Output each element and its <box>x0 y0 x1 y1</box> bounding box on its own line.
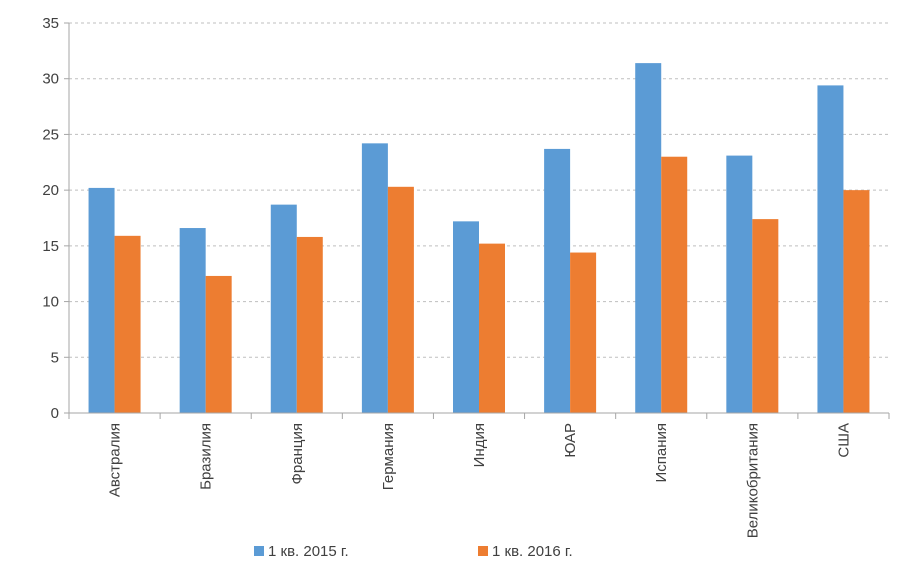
bar-2015 <box>453 221 479 413</box>
bar-2016 <box>570 252 597 413</box>
legend-label-2015: 1 кв. 2015 г. <box>268 543 349 560</box>
bars <box>88 63 870 414</box>
legend-swatch-2015 <box>254 546 264 556</box>
x-tick-label: Великобритания <box>744 423 761 538</box>
x-tick-label: ЮАР <box>562 423 579 458</box>
y-tick-label: 25 <box>42 126 59 143</box>
bar-2016 <box>205 275 232 413</box>
x-tick-label: Австралия <box>107 423 124 497</box>
bar-2016 <box>661 156 688 413</box>
bar-2015 <box>817 85 844 414</box>
bar-2015 <box>88 187 115 413</box>
bar-2016 <box>296 236 323 413</box>
bar-2015 <box>179 228 206 413</box>
x-tick-label: Франция <box>289 423 306 484</box>
x-tick-label: Испания <box>653 423 670 483</box>
y-tick-label: 30 <box>42 71 59 88</box>
y-tick-label: 5 <box>51 349 59 366</box>
y-tick-label: 0 <box>51 405 59 422</box>
legend: 1 кв. 2015 г. 1 кв. 2016 г. <box>254 543 573 560</box>
bar-2016 <box>387 186 414 413</box>
bar-2015 <box>635 63 662 413</box>
x-axis: Австралия Бразилия Франция Германия Индия ЮАР… <box>68 412 890 538</box>
bar-2016 <box>843 190 870 413</box>
y-axis: 0 5 10 15 20 25 30 35 <box>42 15 70 422</box>
bar-2015 <box>270 204 297 413</box>
x-tick-label: Германия <box>380 423 397 490</box>
bar-2016 <box>752 219 779 413</box>
y-tick-label: 15 <box>42 238 59 255</box>
x-tick-label: Бразилия <box>198 423 215 490</box>
x-tick-label: Индия <box>471 423 488 467</box>
legend-swatch-2016 <box>478 546 488 556</box>
legend-label-2016: 1 кв. 2016 г. <box>492 543 573 560</box>
y-tick-label: 35 <box>42 15 59 32</box>
bar-2016 <box>479 243 505 413</box>
bar-2015 <box>544 148 571 413</box>
x-tick-label: США <box>835 423 852 458</box>
y-tick-label: 10 <box>42 294 59 311</box>
y-tick-label: 20 <box>42 182 59 199</box>
bar-2015 <box>361 143 388 414</box>
bar-2015 <box>726 155 753 413</box>
bar-2016 <box>114 235 141 413</box>
